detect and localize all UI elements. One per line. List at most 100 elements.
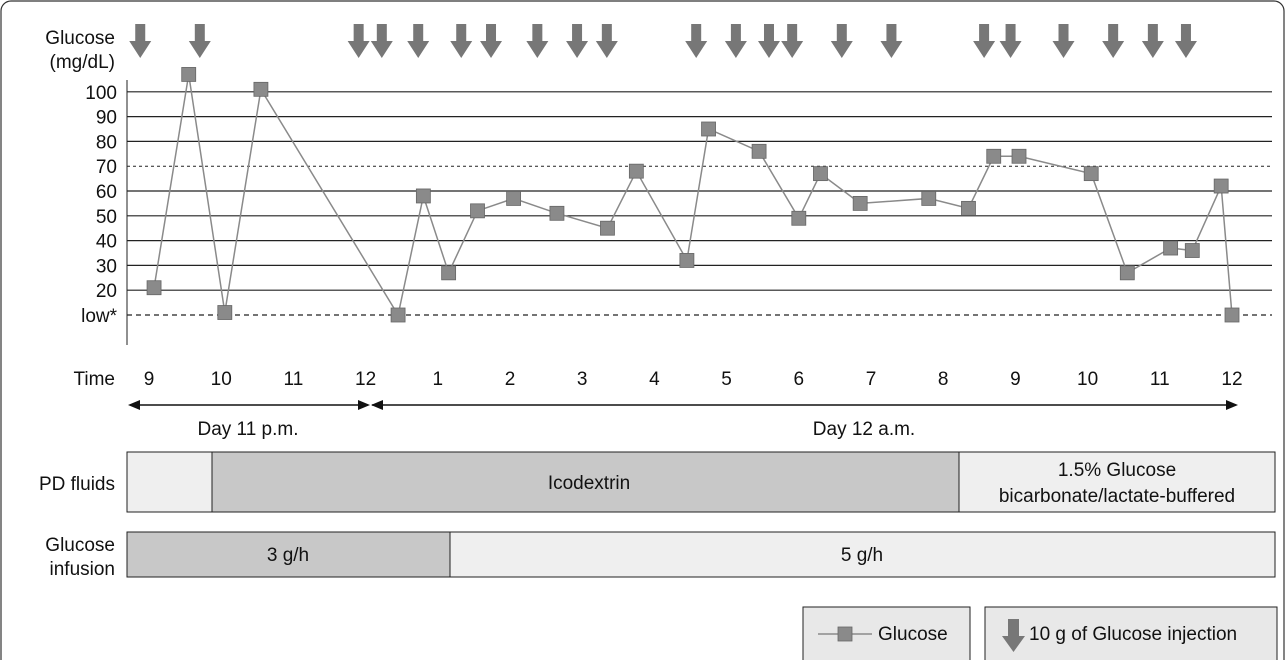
x-tick-labels: 9 10 11 12 1 2 3 4 5 6 7 8 9 10 11 12 (144, 369, 1243, 390)
pd-segment-glucose (958, 451, 1276, 513)
x-tick-label: 2 (505, 369, 516, 390)
glucose-point (1083, 166, 1099, 182)
y-tick-label: 60 (96, 182, 117, 203)
injection-arrow (999, 24, 1022, 58)
y-tick-label: 20 (96, 281, 117, 302)
pd-glucose-text-line1: 1.5% Glucose (1058, 460, 1176, 481)
legend-injection-label: 10 g of Glucose injection (1029, 624, 1237, 645)
injection-arrow (188, 24, 211, 58)
glucose-point (679, 253, 695, 268)
injection-arrow (129, 24, 152, 58)
glucose-point (549, 205, 565, 221)
glucose-series (146, 67, 1240, 323)
glucose-point (986, 148, 1002, 164)
x-tick-label: 8 (938, 369, 949, 390)
gridlines (127, 91, 1272, 316)
x-tick-label: 7 (866, 369, 877, 390)
glucose-point (1213, 178, 1229, 194)
injection-arrow (830, 24, 853, 58)
infusion-3gh-text: 3 g/h (267, 545, 309, 566)
glucose-point (1184, 243, 1200, 258)
glucose-point (415, 188, 431, 204)
glucose-point (1224, 307, 1240, 323)
glucose-point (791, 210, 807, 226)
infusion-label-line2: infusion (50, 559, 116, 580)
y-tick-labels: 100 90 80 70 60 50 40 30 20 low* (81, 83, 118, 327)
glucose-point (628, 163, 644, 179)
injection-arrow (407, 24, 430, 58)
injection-arrow (880, 24, 903, 58)
glucose-point (390, 307, 406, 323)
legend-down-arrow-icon (1002, 619, 1025, 652)
x-tick-label: 12 (1221, 369, 1242, 390)
day12-left-arrowhead (371, 400, 383, 410)
injection-arrow (757, 24, 780, 58)
x-axis-label: Time (73, 369, 115, 390)
injection-arrow (370, 24, 393, 58)
x-tick-label: 10 (211, 369, 232, 390)
x-tick-label: 5 (721, 369, 732, 390)
injection-arrow (347, 24, 370, 58)
glucose-point (146, 280, 162, 296)
glucose-point (506, 191, 522, 206)
x-tick-label: 3 (577, 369, 588, 390)
x-tick-label: 4 (649, 369, 660, 390)
x-tick-label: 9 (1010, 369, 1021, 390)
glucose-point (1011, 148, 1027, 164)
injection-arrow (685, 24, 708, 58)
y-axis-label-line1: Glucose (45, 28, 115, 49)
glucose-point (470, 203, 485, 219)
injection-arrow (450, 24, 473, 58)
x-tick-label: 11 (1150, 369, 1170, 390)
injection-arrow (781, 24, 804, 58)
infusion-segment-3gh (126, 531, 451, 578)
day12-label: Day 12 a.m. (813, 419, 915, 440)
x-tick-label: 1 (433, 369, 444, 390)
injection-arrow (973, 24, 996, 58)
y-tick-label: 70 (96, 157, 117, 178)
y-axis-label-line2: (mg/dL) (50, 52, 115, 73)
pd-icodextrin-text: Icodextrin (548, 473, 630, 494)
x-tick-label: 11 (284, 369, 304, 390)
injection-arrow (595, 24, 618, 58)
infusion-segment-5gh (449, 531, 1276, 578)
day-spans: Day 11 p.m. Day 12 a.m. (128, 400, 1238, 440)
legend: Glucose 10 g of Glucose injection (802, 606, 1278, 660)
pd-segment-empty (126, 451, 213, 513)
injection-arrow (1141, 24, 1164, 58)
day11-left-arrowhead (128, 400, 140, 410)
glucose-point (961, 200, 976, 216)
injection-arrow (724, 24, 747, 58)
injection-arrow (1102, 24, 1125, 58)
infusion-label-line1: Glucose (45, 535, 115, 556)
y-tick-label: 40 (96, 232, 117, 253)
glucose-point (852, 195, 868, 211)
glucose-point (1163, 240, 1179, 256)
injection-arrow (480, 24, 503, 58)
injection-arrow (526, 24, 549, 58)
glucose-point (751, 143, 767, 159)
glucose-point (813, 166, 828, 182)
glucose-point (441, 265, 457, 281)
y-tick-label: 80 (96, 132, 117, 153)
glucose-point (701, 121, 716, 137)
pd-fluids-bar: Icodextrin 1.5% Glucose bicarbonate/lact… (126, 451, 1276, 513)
x-tick-label: 6 (794, 369, 805, 390)
glucose-line (153, 74, 1233, 318)
infusion-5gh-text: 5 g/h (841, 545, 883, 566)
x-tick-label: 9 (144, 369, 155, 390)
glucose-infusion-bar: 3 g/h 5 g/h (126, 531, 1276, 578)
x-tick-label: 10 (1077, 369, 1098, 390)
pd-fluids-label: PD fluids (39, 474, 115, 495)
legend-injection-box (984, 606, 1278, 660)
glucose-point (217, 305, 233, 320)
y-tick-label: 90 (96, 108, 117, 129)
injection-arrows (129, 24, 1197, 58)
day12-right-arrowhead (1226, 400, 1238, 410)
glucose-point (1119, 265, 1135, 281)
glucose-point (921, 191, 937, 206)
glucose-point (253, 81, 269, 97)
legend-glucose-label: Glucose (878, 624, 948, 645)
y-tick-label: low* (81, 306, 118, 327)
